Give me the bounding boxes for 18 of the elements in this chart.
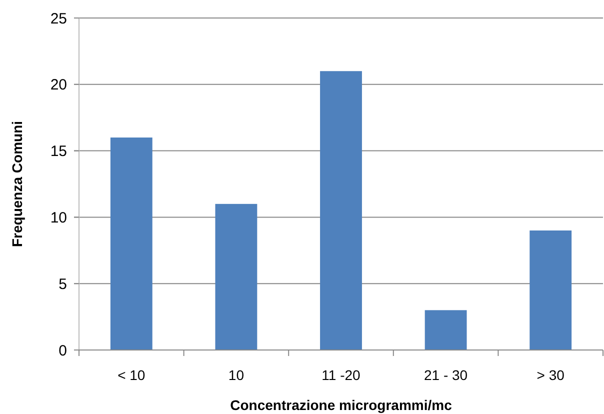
- bar: [320, 71, 362, 350]
- y-tick-label: 25: [50, 10, 67, 28]
- bar: [424, 310, 467, 350]
- x-tick-label: 11 -20: [322, 367, 361, 383]
- y-tick-label: 20: [50, 76, 67, 94]
- bar: [215, 204, 258, 350]
- x-tick-label: < 10: [118, 367, 146, 383]
- x-tick-label: 10: [228, 367, 244, 383]
- x-axis-title: Concentrazione microgrammi/mc: [230, 397, 452, 413]
- bar: [530, 230, 572, 350]
- y-tick-label: 15: [50, 143, 67, 160]
- y-axis-title: Frequenza Comuni: [9, 120, 25, 248]
- y-tick-label: 5: [58, 276, 67, 293]
- x-tick-label: 21 - 30: [424, 367, 468, 383]
- bar: [110, 138, 152, 350]
- y-tick-label: 10: [50, 209, 67, 226]
- y-tick-label: 0: [58, 342, 67, 360]
- x-tick-label: > 30: [536, 367, 565, 383]
